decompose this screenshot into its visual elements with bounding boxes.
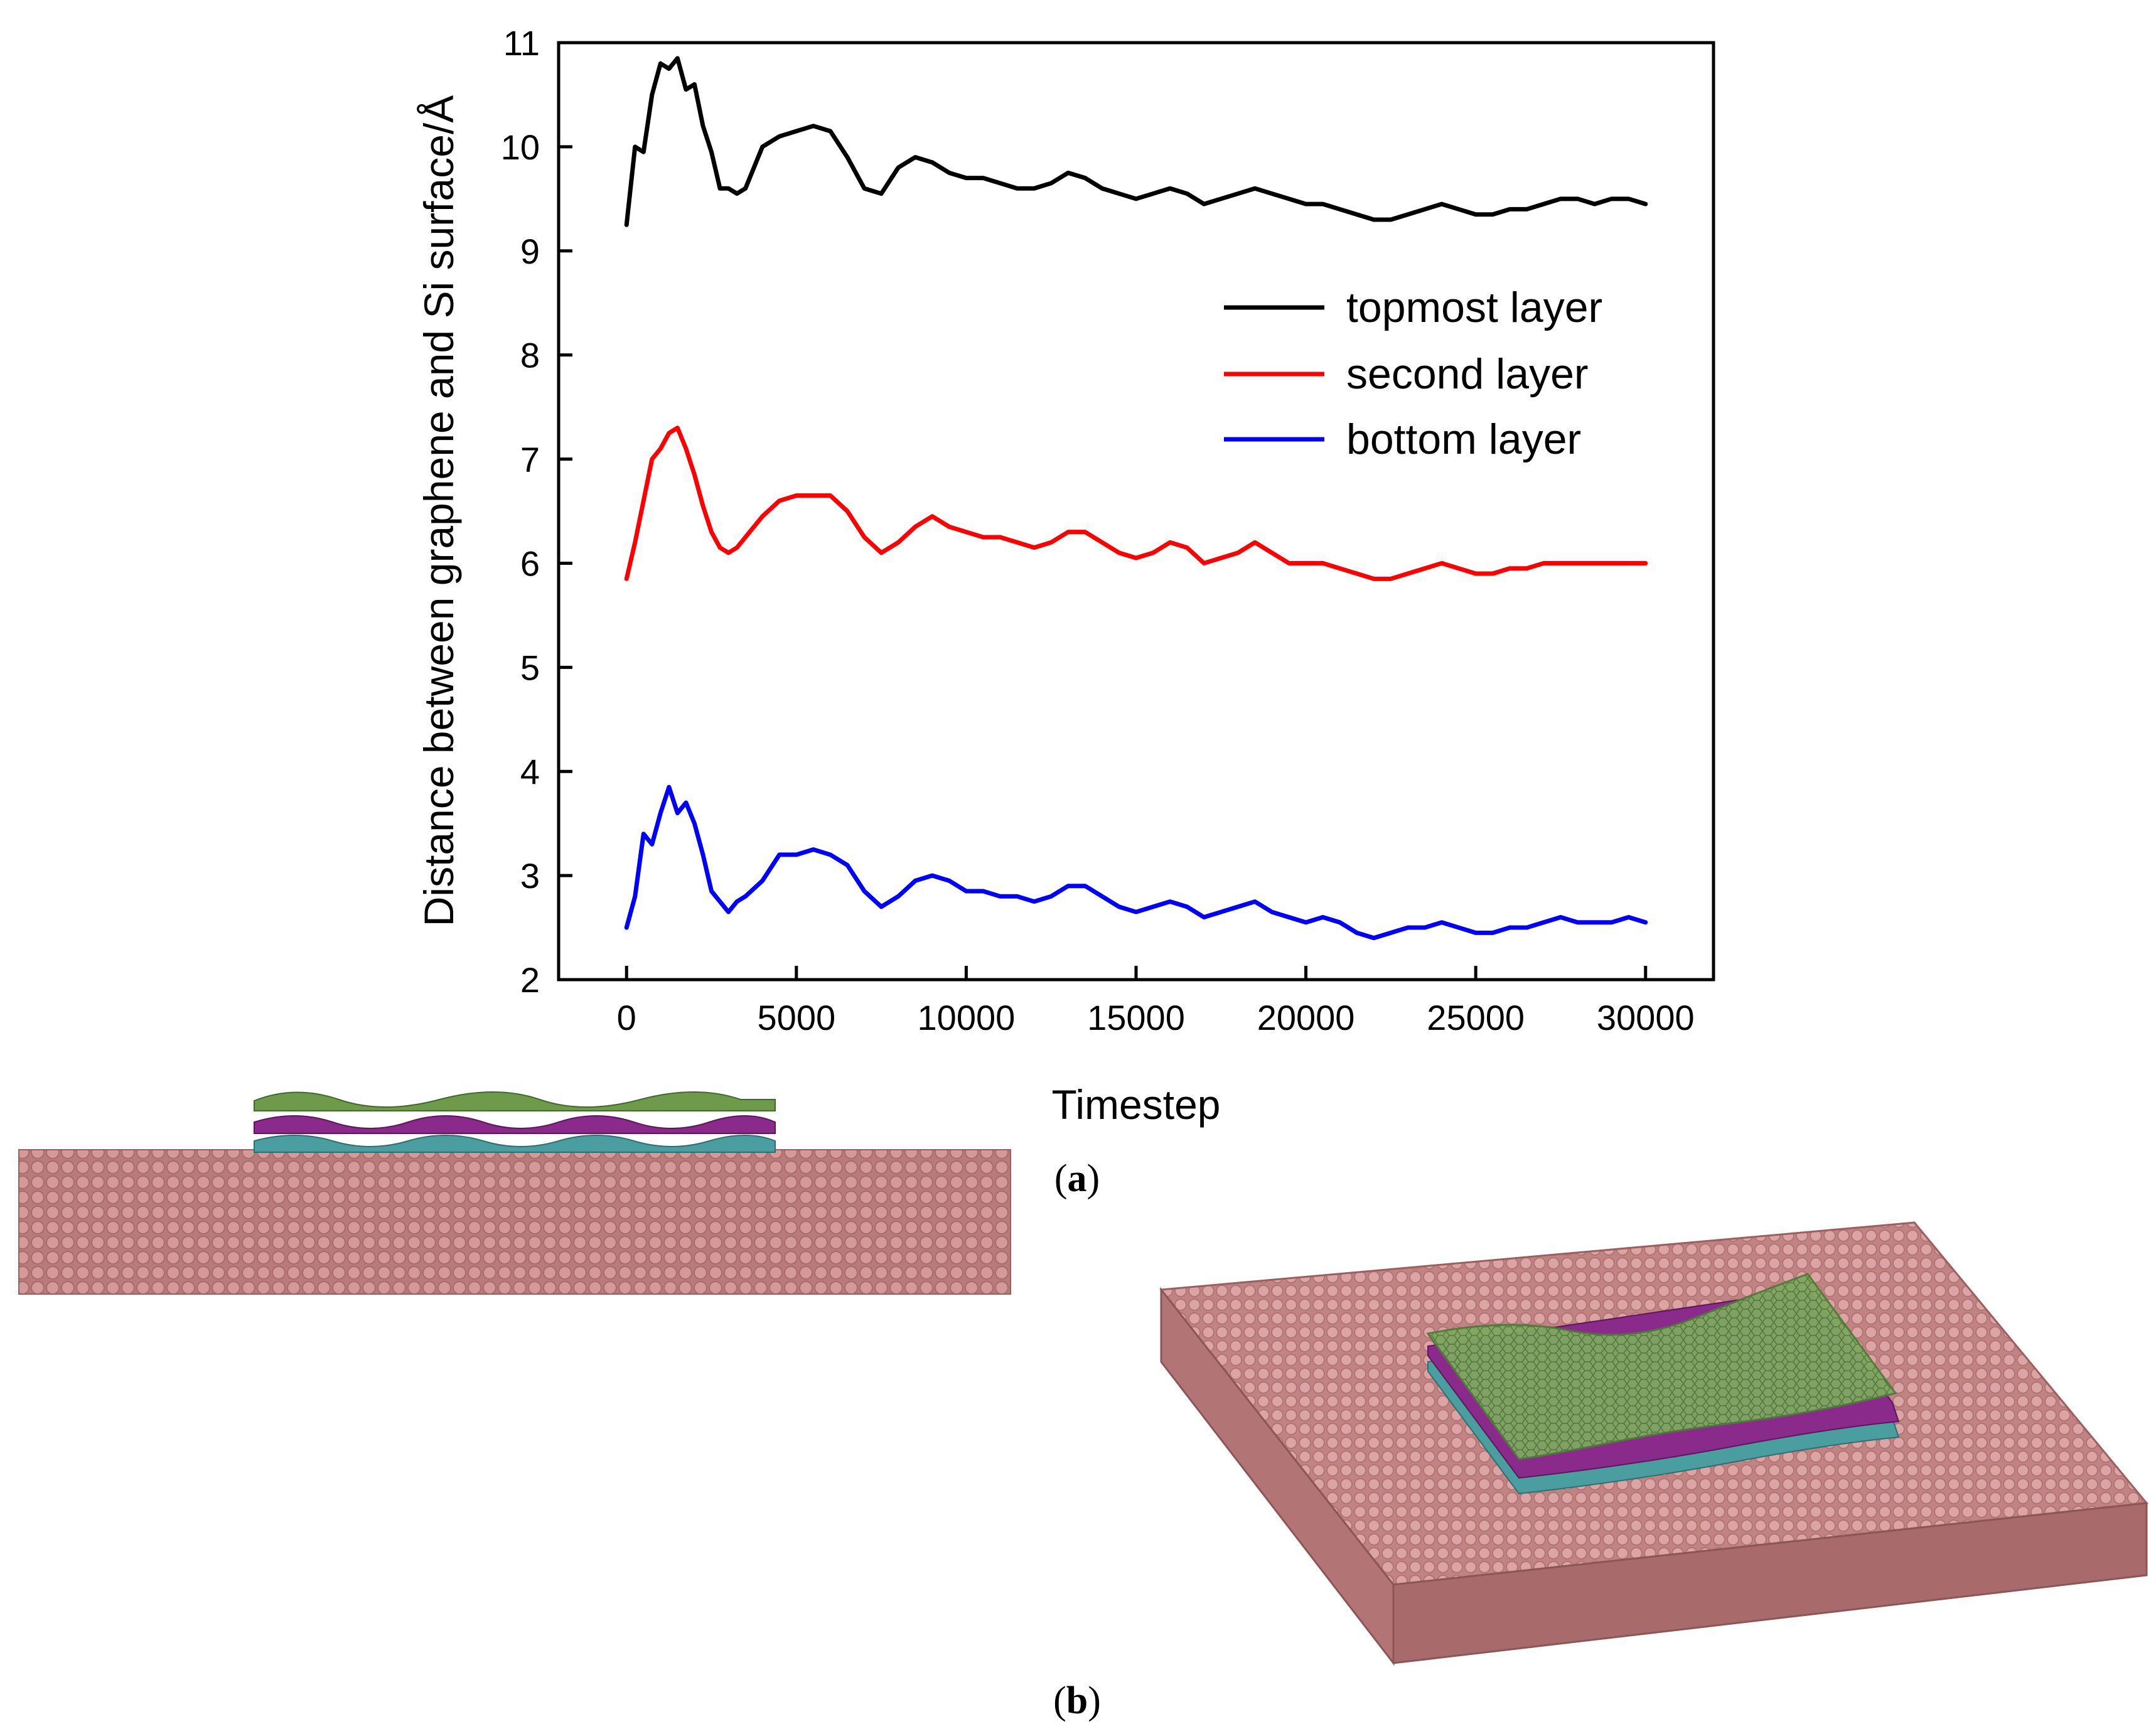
- plot-frame: [557, 41, 1715, 982]
- panel-a-caption: (a): [1054, 1157, 1100, 1200]
- line-chart: 2 3 4 5 6 7 8 9 10 11 0 5000 10000 15000 20000 25000 30…: [416, 23, 1715, 1128]
- y-tick-label: 9: [520, 232, 540, 271]
- y-axis-title: Distance between graphene and Si surface…: [416, 95, 462, 927]
- series-line-topmost: [624, 56, 1648, 227]
- panel-b-caption: (b): [1053, 1679, 1101, 1722]
- legend-label-bottom: bottom layer: [1346, 415, 1581, 463]
- si-substrate-side: [18, 1149, 1011, 1295]
- y-axis: 2 3 4 5 6 7 8 9 10 11: [501, 23, 572, 1000]
- x-tick-label: 15000: [1087, 998, 1185, 1037]
- y-tick-label: 5: [520, 648, 540, 687]
- si-substrate-right-face: [1392, 1502, 2148, 1664]
- y-tick-label: 8: [520, 336, 540, 375]
- x-tick-label: 20000: [1257, 998, 1355, 1037]
- x-axis: 0 5000 10000 15000 20000 25000 30000: [617, 966, 1695, 1037]
- x-tick-label: 10000: [918, 998, 1016, 1037]
- x-tick-label: 5000: [758, 998, 836, 1037]
- legend-label-topmost: topmost layer: [1346, 284, 1602, 331]
- series-line-second: [624, 425, 1648, 581]
- graphene-middle-layer: [254, 1115, 776, 1134]
- series-line-bottom: [624, 784, 1648, 941]
- x-tick-label: 0: [617, 998, 636, 1037]
- x-axis-title: Timestep: [1052, 1081, 1221, 1128]
- graphene-stack-top: [1426, 1273, 1897, 1460]
- graphene-top-layer: [254, 1091, 776, 1111]
- series-layer: [624, 56, 1648, 941]
- graphene-bottom-layer: [254, 1135, 776, 1153]
- y-tick-label: 10: [501, 127, 540, 167]
- y-tick-label: 6: [520, 543, 540, 583]
- side-view-illustration: [18, 1091, 1011, 1295]
- y-tick-label: 2: [520, 960, 540, 1000]
- x-tick-label: 25000: [1427, 998, 1525, 1037]
- legend-label-second: second layer: [1346, 350, 1589, 398]
- perspective-view-illustration: [1159, 1221, 2148, 1666]
- y-tick-label: 4: [520, 752, 540, 791]
- legend: topmost layer second layer bottom layer: [1224, 284, 1602, 463]
- y-tick-label: 7: [520, 440, 540, 479]
- x-tick-label: 30000: [1597, 998, 1695, 1037]
- y-tick-label: 11: [503, 23, 540, 63]
- y-tick-label: 3: [520, 856, 540, 896]
